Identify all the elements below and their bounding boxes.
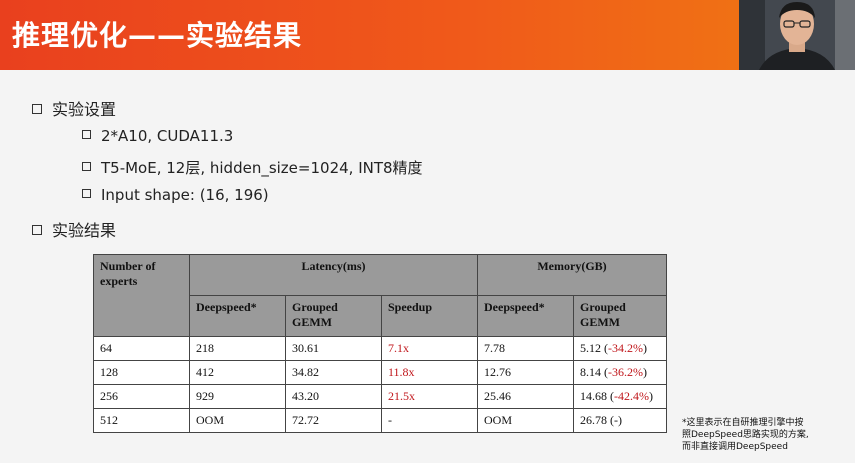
square-bullet-icon (82, 130, 91, 139)
footnote-line: 而非直接调用DeepSpeed (682, 442, 788, 452)
header-latency: Latency(ms) (189, 254, 478, 296)
footnote-line: 照DeepSpeed思路实现的方案, (682, 430, 809, 440)
cell-grouped: 43.20 (285, 384, 382, 409)
cell-mem-gg: 8.14 (-36.2%) (573, 360, 667, 385)
cell-grouped: 30.61 (285, 336, 382, 361)
cell-speedup: 21.5x (381, 384, 478, 409)
header-memory: Memory(GB) (477, 254, 667, 296)
cell-mem-gg: 5.12 (-34.2%) (573, 336, 667, 361)
bullet-item: T5-MoE, 12层, hidden_size=1024, INT8精度 (82, 157, 423, 178)
cell-grouped: 72.72 (285, 408, 382, 433)
cell-mem-gg: 14.68 (-42.4%) (573, 384, 667, 409)
footnote-line: *这里表示在自研推理引擎中按 (682, 418, 804, 428)
slide-header: 推理优化——实验结果 (0, 0, 855, 70)
header-speedup: Speedup (381, 295, 478, 337)
webcam-overlay (739, 0, 855, 70)
slide-title: 推理优化——实验结果 (12, 19, 303, 52)
bullet-item: 2*A10, CUDA11.3 (82, 127, 233, 145)
cell-speedup: 7.1x (381, 336, 478, 361)
table-row: 256 929 43.20 21.5x 25.46 14.68 (-42.4%) (93, 384, 667, 409)
bullet-item: Input shape: (16, 196) (82, 186, 269, 204)
footnote: *这里表示在自研推理引擎中按 照DeepSpeed思路实现的方案, 而非直接调用… (682, 417, 809, 453)
cell-grouped: 34.82 (285, 360, 382, 385)
presenter-avatar-icon (739, 0, 855, 70)
table-row: 64 218 30.61 7.1x 7.78 5.12 (-34.2%) (93, 336, 667, 361)
cell-mem-ds: 25.46 (477, 384, 574, 409)
table-row: 128 412 34.82 11.8x 12.76 8.14 (-36.2%) (93, 360, 667, 385)
cell-experts: 512 (93, 408, 190, 433)
square-bullet-icon (82, 189, 91, 198)
cell-speedup: - (381, 408, 478, 433)
header-deepspeed: Deepspeed* (189, 295, 286, 337)
cell-mem-gg: 26.78 (-) (573, 408, 667, 433)
header-mem-deepspeed: Deepspeed* (477, 295, 574, 337)
cell-deepspeed: OOM (189, 408, 286, 433)
cell-deepspeed: 412 (189, 360, 286, 385)
cell-mem-ds: 7.78 (477, 336, 574, 361)
square-bullet-icon (82, 162, 91, 171)
cell-deepspeed: 218 (189, 336, 286, 361)
bullet-item: 实验结果 (32, 217, 116, 241)
cell-experts: 64 (93, 336, 190, 361)
cell-mem-ds: OOM (477, 408, 574, 433)
cell-mem-ds: 12.76 (477, 360, 574, 385)
cell-speedup: 11.8x (381, 360, 478, 385)
table-row: 512 OOM 72.72 - OOM 26.78 (-) (93, 408, 667, 433)
cell-deepspeed: 929 (189, 384, 286, 409)
bullet-item: 实验设置 (32, 96, 116, 120)
results-table: Number of experts Latency(ms) Memory(GB)… (93, 254, 667, 433)
cell-experts: 128 (93, 360, 190, 385)
header-mem-grouped-gemm: Grouped GEMM (573, 295, 667, 337)
cell-experts: 256 (93, 384, 190, 409)
square-bullet-icon (32, 224, 42, 235)
square-bullet-icon (32, 103, 42, 114)
header-grouped-gemm: Grouped GEMM (285, 295, 382, 337)
header-experts: Number of experts (93, 254, 190, 337)
